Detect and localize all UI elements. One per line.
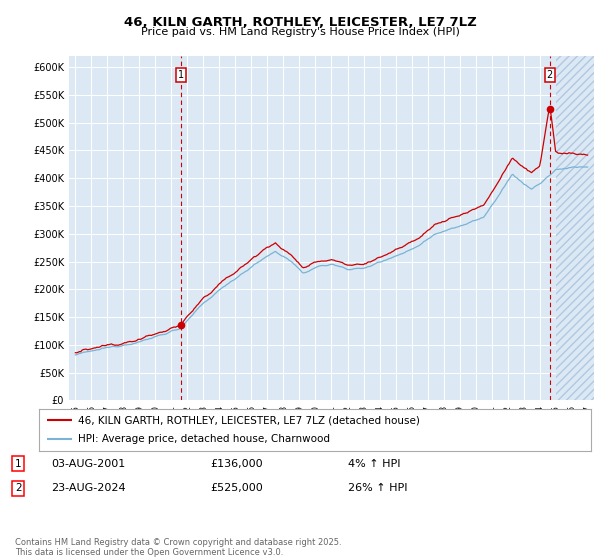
Text: 46, KILN GARTH, ROTHLEY, LEICESTER, LE7 7LZ: 46, KILN GARTH, ROTHLEY, LEICESTER, LE7 …: [124, 16, 476, 29]
Text: Contains HM Land Registry data © Crown copyright and database right 2025.
This d: Contains HM Land Registry data © Crown c…: [15, 538, 341, 557]
Text: 1: 1: [15, 459, 22, 469]
Text: Price paid vs. HM Land Registry's House Price Index (HPI): Price paid vs. HM Land Registry's House …: [140, 27, 460, 37]
Text: 46, KILN GARTH, ROTHLEY, LEICESTER, LE7 7LZ (detached house): 46, KILN GARTH, ROTHLEY, LEICESTER, LE7 …: [77, 415, 419, 425]
Text: 1: 1: [178, 70, 184, 80]
Text: HPI: Average price, detached house, Charnwood: HPI: Average price, detached house, Char…: [77, 435, 329, 445]
Text: 03-AUG-2001: 03-AUG-2001: [51, 459, 125, 469]
Text: 26% ↑ HPI: 26% ↑ HPI: [348, 483, 407, 493]
Text: 23-AUG-2024: 23-AUG-2024: [51, 483, 125, 493]
Text: 2: 2: [15, 483, 22, 493]
Text: £136,000: £136,000: [210, 459, 263, 469]
Text: 2: 2: [547, 70, 553, 80]
Text: £525,000: £525,000: [210, 483, 263, 493]
Bar: [556, 56, 594, 400]
Text: 4% ↑ HPI: 4% ↑ HPI: [348, 459, 401, 469]
